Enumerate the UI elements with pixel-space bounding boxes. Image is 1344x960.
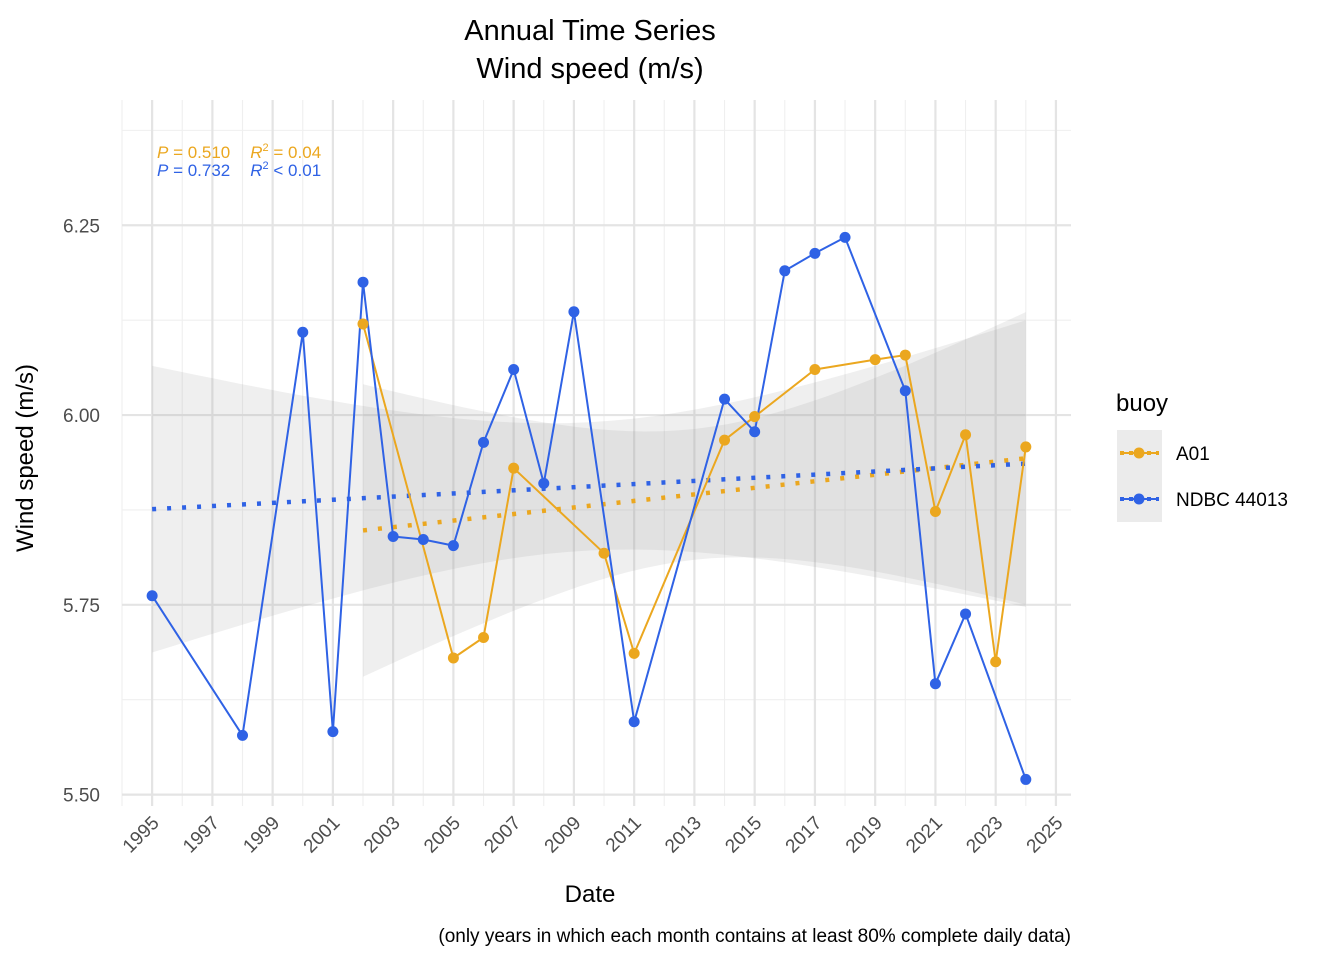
data-point-ndbc-44013 xyxy=(237,729,249,741)
data-point-ndbc-44013 xyxy=(478,436,490,448)
chart-title-line2: Wind speed (m/s) xyxy=(476,53,703,85)
data-point-a01 xyxy=(508,462,520,474)
chart-caption: (only years in which each month contains… xyxy=(438,926,1071,947)
data-point-ndbc-44013 xyxy=(628,716,640,728)
data-point-a01 xyxy=(719,434,731,446)
data-point-a01 xyxy=(809,363,821,375)
legend-marker-ndbc-44013 xyxy=(1133,493,1145,505)
data-point-ndbc-44013 xyxy=(387,531,399,543)
legend-title: buoy xyxy=(1116,390,1168,417)
major-grid xyxy=(122,100,1071,806)
data-point-a01 xyxy=(357,318,369,330)
trend-line-ndbc-44013 xyxy=(152,461,1026,512)
data-point-ndbc-44013 xyxy=(447,540,459,552)
data-point-ndbc-44013 xyxy=(297,326,309,338)
legend-marker-a01 xyxy=(1133,447,1145,459)
data-point-a01 xyxy=(869,354,881,366)
data-point-ndbc-44013 xyxy=(1020,773,1032,785)
series-points xyxy=(146,231,1032,785)
data-point-ndbc-44013 xyxy=(809,247,821,259)
data-point-ndbc-44013 xyxy=(357,276,369,288)
legend: buoy A01 NDBC 44013 xyxy=(1116,390,1288,522)
data-point-ndbc-44013 xyxy=(568,306,580,318)
regression-stats: P = 0.510 R2 = 0.04 P = 0.732 R2 < 0.01 xyxy=(157,142,321,180)
data-point-ndbc-44013 xyxy=(327,726,339,738)
y-tick-label: 6.00 xyxy=(63,406,100,427)
legend-label-a01: A01 xyxy=(1176,444,1210,465)
data-point-ndbc-44013 xyxy=(508,363,520,375)
trend-lines xyxy=(152,456,1027,533)
series-line-ndbc-44013 xyxy=(151,236,1027,780)
data-point-a01 xyxy=(749,411,761,423)
data-point-ndbc-44013 xyxy=(719,393,731,405)
data-point-a01 xyxy=(478,631,490,643)
chart-title-line1: Annual Time Series xyxy=(464,15,715,47)
data-point-ndbc-44013 xyxy=(899,385,911,397)
data-point-ndbc-44013 xyxy=(146,590,158,602)
data-point-ndbc-44013 xyxy=(538,477,550,489)
y-axis-ticks: 5.50 5.75 6.00 6.25 xyxy=(63,216,100,806)
y-tick-label: 5.50 xyxy=(63,786,100,807)
stats-a01: P = 0.510 R2 = 0.04 xyxy=(157,142,321,162)
x-axis-label: Date xyxy=(565,881,616,908)
data-point-ndbc-44013 xyxy=(960,608,972,620)
legend-label-ndbc-44013: NDBC 44013 xyxy=(1176,490,1288,511)
data-point-a01 xyxy=(447,652,459,664)
data-point-ndbc-44013 xyxy=(929,678,941,690)
trend-line-a01 xyxy=(362,456,1027,533)
legend-key-background xyxy=(1117,430,1162,522)
data-point-ndbc-44013 xyxy=(839,231,851,243)
minor-grid xyxy=(121,100,1071,806)
data-point-a01 xyxy=(1020,441,1032,453)
y-tick-label: 6.25 xyxy=(63,216,100,237)
data-point-ndbc-44013 xyxy=(749,426,761,438)
stats-ndbc-44013: P = 0.732 R2 < 0.01 xyxy=(157,160,321,180)
data-point-ndbc-44013 xyxy=(779,265,791,277)
data-point-a01 xyxy=(628,647,640,659)
data-point-a01 xyxy=(598,547,610,559)
data-point-a01 xyxy=(960,429,972,441)
y-tick-label: 5.75 xyxy=(63,596,100,617)
data-point-a01 xyxy=(899,349,911,361)
legend-item-ndbc-44013: NDBC 44013 xyxy=(1120,490,1288,511)
legend-item-a01: A01 xyxy=(1120,444,1210,465)
data-point-a01 xyxy=(929,505,941,517)
y-axis-label: Wind speed (m/s) xyxy=(12,364,39,552)
data-point-a01 xyxy=(990,656,1002,668)
data-point-ndbc-44013 xyxy=(417,534,429,546)
